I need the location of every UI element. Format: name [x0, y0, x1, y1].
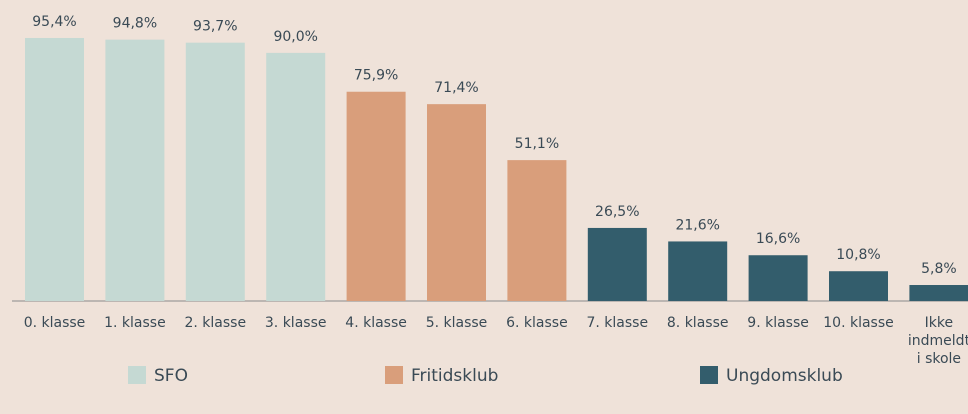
x-tick-label: Ikke indmeldt i skole	[907, 315, 968, 367]
value-label: 90,0%	[273, 29, 317, 45]
legend-swatch	[700, 366, 718, 384]
x-tick-label: 7. klasse	[586, 315, 649, 331]
bar	[507, 160, 567, 301]
bar	[748, 255, 808, 301]
value-label: 95,4%	[32, 14, 76, 30]
bar	[668, 241, 728, 301]
value-label: 26,5%	[595, 204, 639, 220]
x-tick-label: 5. klasse	[425, 315, 488, 331]
value-label: 94,8%	[113, 16, 157, 32]
value-label: 93,7%	[193, 19, 237, 35]
x-tick-label: 8. klasse	[666, 315, 729, 331]
value-label: 16,6%	[756, 231, 800, 247]
x-tick-label: 6. klasse	[506, 315, 568, 331]
x-tick-label: 3. klasse	[264, 315, 327, 331]
bar	[587, 227, 647, 301]
value-label: 5,8%	[921, 261, 957, 277]
bar	[346, 91, 406, 301]
legend-label: Fritidsklub	[411, 366, 498, 386]
legend-swatch	[128, 366, 146, 384]
value-label: 10,8%	[836, 247, 880, 263]
legend-label: Ungdomsklub	[726, 366, 843, 386]
bar	[185, 42, 245, 302]
x-tick-label: 0. klasse	[23, 315, 86, 331]
value-label: 71,4%	[434, 80, 478, 96]
x-tick-label: 4. klasse	[345, 315, 407, 331]
bar	[909, 285, 968, 301]
x-tick-label: 1. klasse	[104, 315, 166, 331]
legend-label: SFO	[154, 366, 188, 386]
value-label: 75,9%	[354, 68, 398, 84]
x-tick-label: 2. klasse	[184, 315, 247, 331]
bar	[25, 37, 84, 301]
bar	[105, 39, 165, 301]
bar	[427, 104, 486, 301]
x-tick-label: 10. klasse	[823, 315, 894, 331]
bar	[829, 271, 888, 301]
x-tick-label: 9. klasse	[747, 315, 809, 331]
value-label: 21,6%	[675, 217, 719, 233]
legend-swatch	[385, 366, 403, 384]
value-label: 51,1%	[515, 136, 559, 152]
bar	[266, 52, 326, 302]
